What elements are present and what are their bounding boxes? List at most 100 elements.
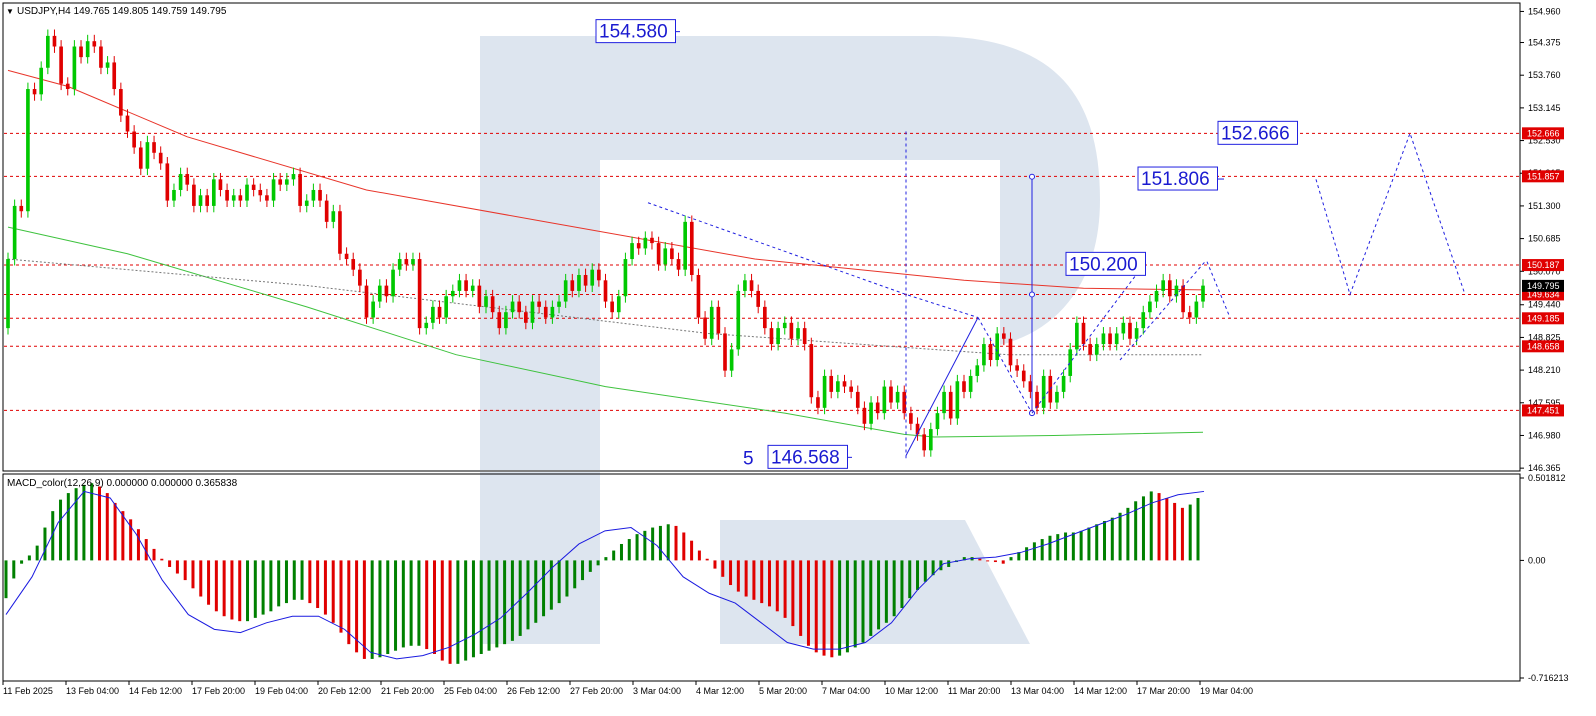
candle-body bbox=[1154, 290, 1159, 302]
level-tag-text: 148.658 bbox=[1527, 341, 1560, 351]
candle-body bbox=[52, 35, 57, 47]
macd-bar bbox=[658, 525, 662, 561]
candle-body bbox=[683, 221, 687, 270]
candle-body bbox=[1187, 312, 1192, 318]
macd-bar bbox=[1149, 491, 1153, 561]
candle-body bbox=[769, 328, 774, 345]
macd-bar bbox=[417, 560, 421, 646]
candle-body bbox=[869, 402, 873, 424]
candle-body bbox=[1015, 365, 1019, 371]
macd-bar bbox=[713, 560, 717, 569]
macd-bar bbox=[1079, 530, 1083, 561]
level-tag-text: 149.185 bbox=[1527, 313, 1560, 323]
candle-body bbox=[1028, 381, 1033, 392]
macd-bar bbox=[635, 534, 639, 561]
candle-body bbox=[590, 269, 595, 286]
candle-body bbox=[968, 375, 973, 392]
price-tick-label: 147.595 bbox=[1528, 398, 1561, 408]
price-tick-label: 152.530 bbox=[1528, 136, 1561, 146]
current-price-tag bbox=[1522, 279, 1564, 292]
level-tag bbox=[1522, 404, 1564, 417]
candle-body bbox=[1068, 349, 1073, 376]
candle-body bbox=[709, 306, 714, 339]
candle-body bbox=[205, 195, 209, 206]
price-tick-label: 148.825 bbox=[1528, 332, 1561, 342]
candle-body bbox=[1174, 285, 1179, 297]
macd-bar bbox=[1157, 493, 1161, 561]
macd-bar bbox=[518, 560, 522, 636]
candle-body bbox=[424, 322, 429, 329]
macd-bar bbox=[729, 560, 733, 586]
future-path-2 bbox=[1315, 131, 1466, 297]
macd-bar bbox=[768, 560, 772, 607]
candle-body bbox=[935, 413, 940, 430]
level-tag bbox=[1522, 340, 1564, 353]
symbol-header: USDJPY,H4 149.765 149.805 149.759 149.79… bbox=[17, 6, 227, 17]
candle-body bbox=[72, 46, 77, 90]
macd-bar bbox=[487, 560, 491, 651]
macd-bar bbox=[643, 530, 647, 561]
candle-body bbox=[796, 328, 800, 339]
macd-bar bbox=[619, 543, 623, 561]
macd-bar bbox=[838, 560, 842, 656]
macd-bar bbox=[877, 560, 881, 630]
candle-body bbox=[99, 46, 103, 68]
macd-bar bbox=[1110, 517, 1114, 561]
watermark-r-leg bbox=[720, 520, 1030, 644]
time-tick-label: 14 Feb 12:00 bbox=[129, 686, 182, 696]
price-tick-label: 151.300 bbox=[1528, 201, 1561, 211]
watermark-r-bowl bbox=[480, 36, 1100, 470]
time-tick-label: 21 Feb 20:00 bbox=[381, 686, 434, 696]
time-tick-label: 26 Feb 12:00 bbox=[507, 686, 560, 696]
candle-body bbox=[338, 211, 342, 254]
time-tick-label: 11 Mar 20:00 bbox=[948, 686, 1000, 696]
candle-body bbox=[444, 296, 448, 318]
macd-bar bbox=[510, 560, 514, 641]
time-tick-label: 20 Feb 12:00 bbox=[318, 686, 371, 696]
projection-impulse-up bbox=[905, 317, 979, 456]
candle-body bbox=[1075, 322, 1079, 350]
macd-bar bbox=[82, 484, 86, 561]
candle-body bbox=[278, 179, 283, 185]
time-tick-label: 10 Mar 12:00 bbox=[885, 686, 938, 696]
price-tick-label: 146.980 bbox=[1528, 430, 1561, 440]
macd-bar bbox=[814, 560, 818, 653]
candle-body bbox=[1114, 333, 1119, 345]
candle-body bbox=[351, 259, 356, 270]
macd-bar bbox=[370, 560, 374, 659]
macd-bar bbox=[261, 560, 265, 615]
time-axis: 11 Feb 2025 13 Feb 04:00 14 Feb 12:00 17 Fe… bbox=[2, 681, 1253, 696]
macd-bar bbox=[308, 560, 312, 604]
candle-body bbox=[822, 375, 827, 408]
candle-body bbox=[597, 269, 601, 281]
candle-body bbox=[304, 200, 309, 206]
watermark-logo bbox=[480, 36, 1100, 644]
macd-signal-line bbox=[5, 490, 1205, 660]
time-tick-label: 5 Mar 20:00 bbox=[759, 686, 807, 696]
candle-body bbox=[484, 296, 488, 307]
price-tick-label: 153.145 bbox=[1528, 103, 1561, 113]
symbol-header-arrow[interactable]: ▼ bbox=[6, 7, 14, 16]
macd-bar bbox=[534, 560, 538, 623]
macd-bar bbox=[456, 560, 460, 664]
macd-bar bbox=[674, 525, 678, 561]
macd-bar bbox=[113, 502, 117, 561]
candle-body bbox=[975, 365, 980, 376]
macd-bar bbox=[845, 560, 849, 653]
current-price-text: 149.795 bbox=[1527, 281, 1560, 291]
macd-bar bbox=[168, 560, 172, 567]
price-label-text: 150.200 bbox=[1069, 254, 1138, 275]
macd-bar bbox=[175, 560, 179, 574]
candle-body bbox=[152, 142, 156, 153]
candle-body bbox=[238, 195, 243, 201]
macd-bar bbox=[1118, 512, 1122, 561]
candle-body bbox=[324, 200, 329, 222]
macd-bar bbox=[853, 560, 857, 648]
macd-bar bbox=[97, 486, 101, 561]
candle-body bbox=[105, 62, 110, 68]
time-tick-label: 3 Mar 04:00 bbox=[633, 686, 681, 696]
macd-bar bbox=[791, 560, 795, 627]
level-tag-text: 149.634 bbox=[1527, 289, 1560, 299]
macd-bar bbox=[869, 560, 873, 636]
watermark-r-stem-lower bbox=[480, 472, 600, 644]
